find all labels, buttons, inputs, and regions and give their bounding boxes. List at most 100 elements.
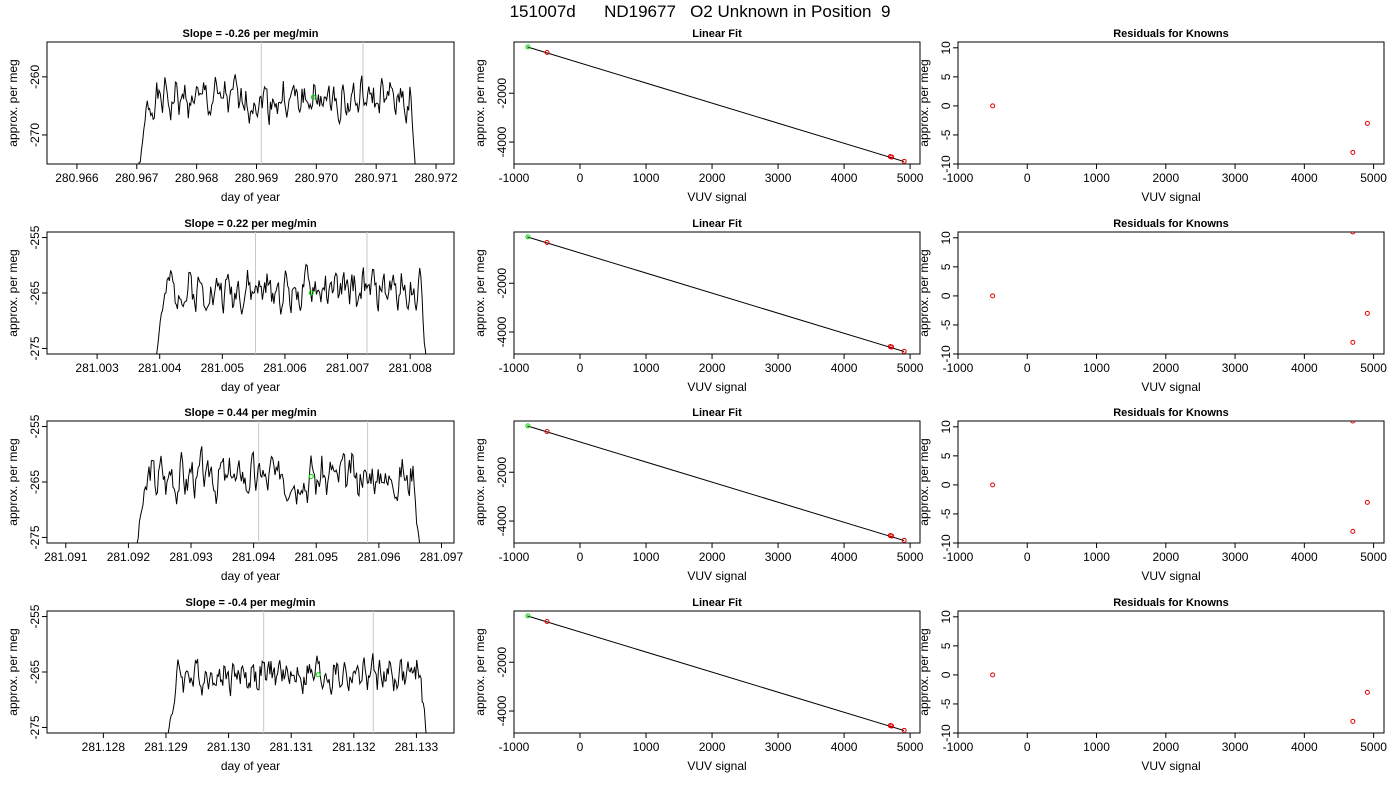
y-tick-label: -275 — [28, 336, 42, 360]
known-point-marker — [901, 727, 907, 733]
x-tick-label: 280.967 — [115, 171, 159, 185]
plot-frame — [957, 231, 1385, 355]
chart-title: Linear Fit — [692, 597, 742, 609]
known-point-marker — [544, 239, 550, 245]
x-tick-label: 281.006 — [263, 361, 307, 375]
chart-panel-11: Residuals for Knowns -1000 0 1000 2000 3000 40… — [917, 407, 1387, 583]
y-tick-label: -5 — [939, 698, 953, 709]
known-point-marker — [889, 533, 895, 539]
x-tick-label: -1000 — [499, 171, 530, 185]
x-tick-label: -1000 — [943, 550, 974, 564]
unknown-point-marker — [310, 94, 316, 100]
y-axis-label: approx. per meg — [6, 59, 20, 146]
x-tick-label: 281.128 — [82, 740, 126, 754]
known-point-marker — [544, 49, 550, 55]
y-tick-label: 0 — [939, 292, 953, 299]
x-axis-label: VUV signal — [687, 190, 746, 204]
y-tick-label: -2000 — [495, 647, 509, 678]
plot-frame — [957, 41, 1385, 165]
y-axis-label: approx. per meg — [917, 438, 931, 525]
x-tick-label: -1000 — [499, 740, 530, 754]
y-tick-label: -270 — [28, 123, 42, 147]
chart-title: Linear Fit — [692, 28, 742, 40]
chart-title: Residuals for Knowns — [1113, 28, 1229, 40]
x-tick-label: 280.971 — [354, 171, 398, 185]
y-tick-label: -5 — [939, 319, 953, 330]
residual-point-marker — [1350, 149, 1356, 155]
x-tick-label: 0 — [577, 361, 584, 375]
x-tick-label: 280.968 — [175, 171, 219, 185]
x-tick-label: 1000 — [1083, 171, 1110, 185]
residual-point-marker — [990, 103, 996, 109]
y-tick-label: 0 — [939, 481, 953, 488]
chart-panel-1: Slope = -0.26 per meg/min 280.966 280.967 2… — [6, 28, 458, 204]
x-tick-label: 281.004 — [138, 361, 182, 375]
chart-panel-4: Slope = -0.4 per meg/min 281.128 281.129 28… — [6, 597, 455, 773]
x-tick-label: 281.005 — [201, 361, 245, 375]
chart-title: Slope = -0.26 per meg/min — [182, 28, 318, 40]
x-tick-label: 5000 — [897, 361, 924, 375]
x-tick-label: 0 — [1024, 740, 1031, 754]
known-point-marker — [544, 618, 550, 624]
x-axis-label: VUV signal — [687, 569, 746, 583]
unknown-point-marker — [525, 423, 531, 429]
x-axis-label: day of year — [221, 759, 280, 773]
x-tick-label: 3000 — [765, 361, 792, 375]
plot-area — [167, 611, 427, 733]
x-tick-label: 2000 — [1152, 740, 1179, 754]
plot-area — [990, 672, 1370, 724]
residual-point-marker — [990, 482, 996, 488]
x-tick-label: 5000 — [1360, 740, 1387, 754]
x-tick-label: 0 — [577, 740, 584, 754]
x-tick-label: 3000 — [1222, 361, 1249, 375]
x-axis-label: VUV signal — [1141, 190, 1200, 204]
chart-title: Slope = 0.22 per meg/min — [184, 218, 317, 230]
x-tick-label: 1000 — [1083, 361, 1110, 375]
y-axis-label: approx. per meg — [473, 249, 487, 336]
x-tick-label: 0 — [1024, 361, 1031, 375]
fit-line — [527, 46, 905, 163]
chart-panel-7: Linear Fit -1000 0 1000 2000 3000 4000 5000 -400… — [473, 407, 924, 583]
residual-point-marker — [1350, 421, 1356, 424]
x-tick-label: 3000 — [1222, 171, 1249, 185]
x-tick-label: 2000 — [699, 171, 726, 185]
signal-trace-line — [167, 653, 427, 733]
x-tick-label: 1000 — [1083, 740, 1110, 754]
plot-area — [155, 232, 427, 354]
x-axis-label: VUV signal — [687, 759, 746, 773]
unknown-point-marker — [525, 613, 531, 619]
y-tick-label: 5 — [939, 642, 953, 649]
x-tick-label: 281.096 — [357, 550, 401, 564]
x-tick-label: 280.969 — [235, 171, 279, 185]
chart-title: Linear Fit — [692, 218, 742, 230]
y-tick-label: -5 — [939, 508, 953, 519]
x-axis-label: day of year — [221, 190, 280, 204]
y-tick-label: -4000 — [495, 695, 509, 726]
y-axis-label: approx. per meg — [473, 59, 487, 146]
unknown-point-marker — [525, 44, 531, 50]
y-tick-label: 5 — [939, 73, 953, 80]
y-tick-label: 5 — [939, 452, 953, 459]
x-tick-label: 281.092 — [107, 550, 151, 564]
plot-frame — [513, 420, 921, 544]
known-point-marker — [901, 537, 907, 543]
x-axis-label: day of year — [221, 380, 280, 394]
x-tick-label: 2000 — [699, 740, 726, 754]
x-tick-label: 280.970 — [295, 171, 339, 185]
x-tick-label: 281.008 — [388, 361, 432, 375]
signal-trace-line — [136, 446, 420, 543]
x-axis-label: day of year — [221, 569, 280, 583]
x-tick-label: 2000 — [699, 361, 726, 375]
x-tick-label: 280.972 — [414, 171, 458, 185]
x-tick-label: 4000 — [831, 740, 858, 754]
x-tick-label: 5000 — [897, 550, 924, 564]
plot-frame — [513, 231, 921, 355]
x-tick-label: 281.094 — [232, 550, 276, 564]
y-tick-label: -2000 — [495, 268, 509, 299]
y-tick-label: -4000 — [495, 316, 509, 347]
x-tick-label: 4000 — [1291, 550, 1318, 564]
chart-panel-6: Linear Fit -1000 0 1000 2000 3000 4000 5000 -400… — [473, 218, 924, 394]
chart-title: Residuals for Knowns — [1113, 407, 1229, 419]
x-tick-label: 281.130 — [207, 740, 251, 754]
residual-point-marker — [1364, 499, 1370, 505]
